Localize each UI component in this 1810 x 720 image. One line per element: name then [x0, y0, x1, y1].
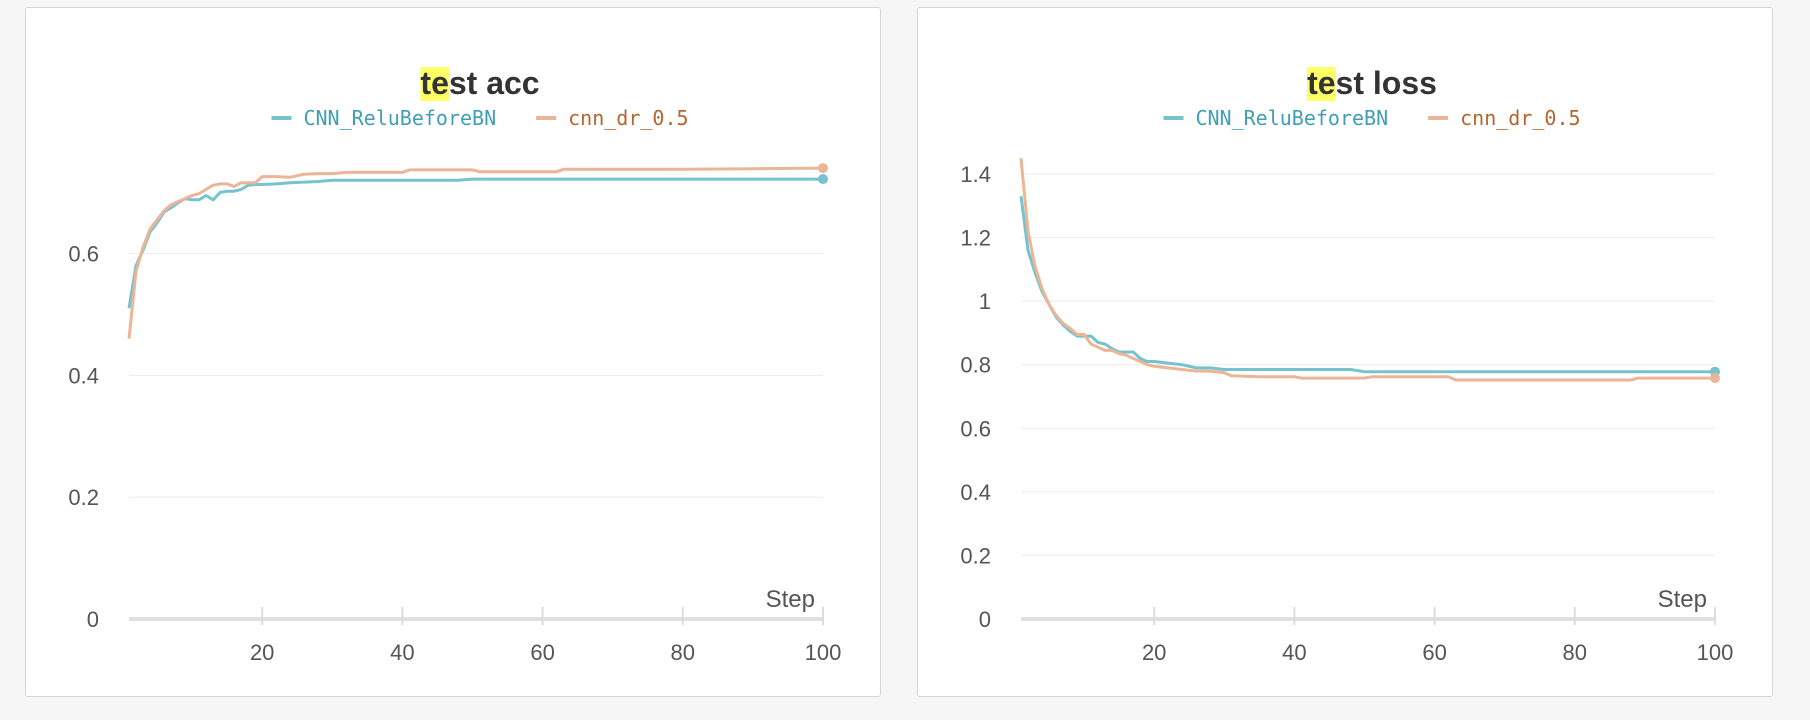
chart-title-highlight: te	[1307, 65, 1335, 101]
chart-title-rest: st loss	[1336, 65, 1437, 101]
legend-label: cnn_dr_0.5	[568, 106, 688, 130]
series-line-cnn_dr_0.5	[1019, 157, 1715, 382]
x-tick-label: 100	[1697, 640, 1734, 665]
x-tick-label: 40	[390, 640, 414, 665]
x-tick-label: 40	[1282, 640, 1306, 665]
y-tick-label: 0.4	[68, 363, 99, 388]
x-tick-label: 80	[671, 640, 695, 665]
chart-title-rest: st acc	[449, 65, 540, 101]
y-tick-label: 1.4	[960, 162, 991, 187]
x-tick-label: 20	[1142, 640, 1166, 665]
y-tick-label: 0	[979, 607, 991, 632]
x-tick-label: 80	[1563, 640, 1587, 665]
test-acc-chart: test acc CNN_ReluBeforeBN cnn_dr_0.5 0 0.2 0.…	[68, 65, 842, 665]
title-highlight-box	[1307, 67, 1336, 101]
chart-title-highlight: te	[420, 65, 448, 101]
title-highlight-box	[420, 67, 449, 101]
legend-label: cnn_dr_0.5	[1460, 106, 1580, 130]
x-tick-label: 60	[530, 640, 554, 665]
y-tick-label: 1.2	[960, 226, 991, 251]
y-tick-label: 0.6	[960, 416, 991, 441]
series-end-point	[1710, 373, 1720, 384]
x-tick-label: 60	[1422, 640, 1446, 665]
test-loss-chart: test loss CNN_ReluBeforeBN cnn_dr_0.5 0 0.2 0…	[960, 65, 1734, 665]
y-tick-label: 1	[979, 289, 991, 314]
series-end-point	[818, 174, 828, 185]
test-acc-panel[interactable]: test acc CNN_ReluBeforeBN cnn_dr_0.5 0 0.2 0.…	[25, 7, 881, 697]
y-tick-label: 0.8	[960, 353, 991, 378]
y-tick-label: 0.2	[960, 543, 991, 568]
x-axis-title: Step	[766, 586, 815, 613]
x-tick-label: 100	[805, 640, 842, 665]
x-tick-label: 20	[250, 640, 274, 665]
y-tick-label: 0	[87, 607, 99, 632]
y-tick-label: 0.6	[68, 241, 99, 266]
series-line-CNN_ReluBeforeBN	[127, 177, 823, 309]
legend-label: CNN_ReluBeforeBN	[1195, 106, 1388, 130]
series-end-point	[818, 163, 828, 174]
legend-label: CNN_ReluBeforeBN	[303, 106, 496, 130]
x-axis-title: Step	[1658, 586, 1707, 613]
test-loss-panel[interactable]: test loss CNN_ReluBeforeBN cnn_dr_0.5 0 0.2 0…	[917, 7, 1773, 697]
y-tick-label: 0.2	[68, 485, 99, 510]
chart-title: test acc	[420, 65, 539, 101]
series-line-CNN_ReluBeforeBN	[1019, 196, 1715, 374]
series-line-cnn_dr_0.5	[127, 166, 824, 339]
y-tick-label: 0.4	[960, 480, 991, 505]
chart-title: test loss	[1307, 65, 1437, 101]
